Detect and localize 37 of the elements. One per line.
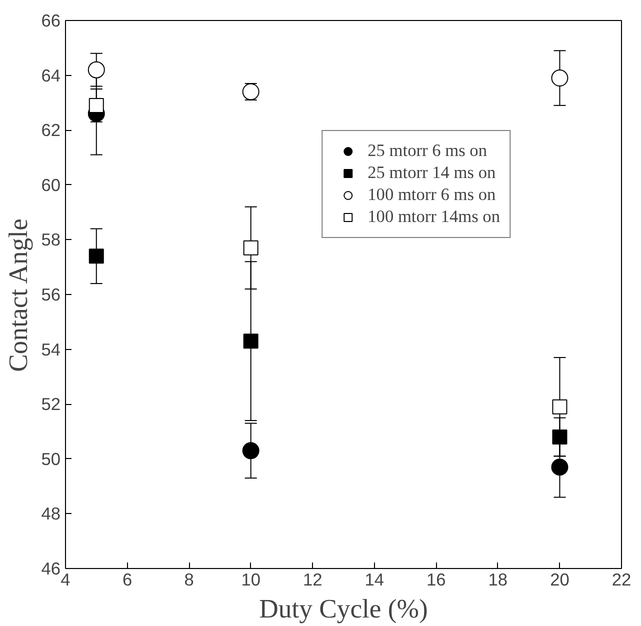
x-tick-label: 16 (426, 570, 446, 590)
x-tick-label: 4 (60, 570, 71, 590)
point (552, 429, 568, 444)
point (88, 98, 104, 113)
legend-label: 25 mtorr 6 ms on (368, 141, 487, 161)
y-tick-label: 50 (41, 448, 61, 469)
y-tick-label: 48 (41, 504, 61, 524)
point (243, 240, 258, 256)
point (242, 442, 260, 460)
x-tick-label: 22 (612, 570, 632, 590)
point (243, 334, 258, 349)
point (551, 458, 568, 476)
y-axis-title: Contact Angle (3, 218, 34, 372)
y-tick-label: 62 (41, 120, 61, 140)
x-tick-label: 20 (550, 570, 570, 590)
x-tick-label: 8 (184, 570, 194, 590)
y-tick-label: 58 (41, 230, 61, 250)
x-tick-label: 12 (302, 570, 322, 590)
point (88, 61, 105, 78)
y-tick-label: 46 (41, 558, 61, 578)
point (551, 70, 568, 87)
y-tick-label: 66 (41, 10, 61, 30)
y-tick-label: 60 (41, 174, 61, 195)
y-tick-label: 52 (41, 394, 61, 414)
y-tick-label: 64 (41, 65, 61, 86)
legend-label: 100 mtorr 14ms on (368, 207, 500, 227)
x-tick-label: 6 (122, 570, 132, 590)
x-tick-label: 10 (241, 570, 260, 590)
y-tick-label: 54 (41, 339, 61, 360)
x-tick-label: 14 (364, 570, 384, 590)
x-tick-label: 18 (488, 570, 508, 590)
legend-label: 25 mtorr 14 ms on (368, 163, 496, 183)
legend-label: 100 mtorr 6 ms on (368, 185, 496, 205)
x-axis-title: Duty Cycle (%) (259, 594, 428, 624)
point (88, 248, 104, 264)
y-tick-label: 56 (41, 284, 61, 304)
point (552, 399, 568, 414)
